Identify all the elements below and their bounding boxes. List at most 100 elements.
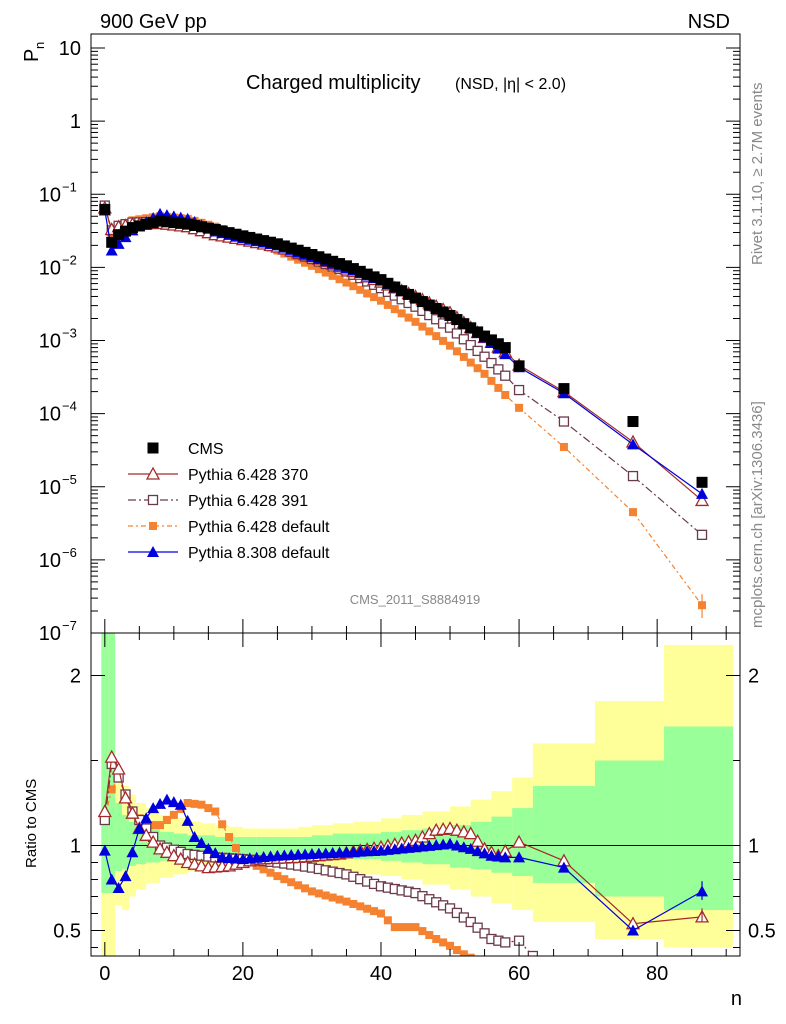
- ratio-point-p6def: [425, 931, 434, 940]
- y-tick-label: 1: [70, 111, 81, 133]
- point-cms: [230, 228, 242, 240]
- ratio-plot-area: [91, 633, 740, 956]
- point-p6def: [397, 309, 406, 318]
- ratio-point-p370: [111, 761, 126, 775]
- point-cms: [430, 303, 442, 315]
- legend-marker-p370: [145, 466, 161, 480]
- y-axis-label-sub: n: [32, 42, 47, 49]
- point-p6def: [301, 258, 310, 267]
- band-stat: [128, 821, 136, 866]
- point-p370: [694, 493, 710, 507]
- ratio-point-p6def: [390, 923, 399, 932]
- ratio-point-p6def: [397, 923, 406, 932]
- point-cms: [472, 326, 484, 338]
- ratio-point-p370: [463, 826, 478, 840]
- ratio-point-p6def: [452, 946, 461, 955]
- point-cms: [368, 271, 380, 283]
- point-cms: [202, 222, 214, 234]
- legend-label-p6def: Pythia 6.428 default: [188, 519, 330, 536]
- band-stat: [256, 837, 278, 856]
- point-cms: [375, 274, 387, 286]
- ratio-point-p6def: [418, 927, 427, 936]
- ratio-point-p6def: [280, 875, 289, 884]
- point-p8: [499, 348, 512, 360]
- ratio-point-p391: [465, 916, 476, 928]
- point-cms: [334, 258, 346, 270]
- rivet-label-group: Rivet 3.1.10, ≥ 2.7M events: [749, 83, 766, 266]
- point-p6def: [473, 364, 482, 373]
- ratio-point-p370: [125, 805, 140, 819]
- legend-label-cms: CMS: [188, 441, 224, 458]
- ratio-point-p6def: [107, 785, 116, 794]
- x-axis-label: n: [731, 988, 742, 1010]
- ratio-point-p6def: [432, 935, 441, 943]
- ratio-point-p370: [139, 827, 154, 841]
- point-cms: [216, 225, 228, 237]
- ratio-y-tick-label-right: 2: [748, 666, 759, 688]
- point-p6def: [307, 261, 316, 270]
- point-cms: [133, 220, 145, 232]
- header-right: NSD: [688, 11, 730, 33]
- point-cms: [161, 216, 173, 228]
- point-cms: [258, 235, 270, 247]
- ratio-point-p8: [457, 841, 470, 853]
- point-p6def: [459, 352, 468, 361]
- ratio-point-p391: [527, 950, 539, 956]
- point-cms: [403, 288, 415, 300]
- ratio-point-p8: [499, 851, 512, 863]
- ratio-point-p8: [202, 842, 215, 854]
- ratio-point-p6def: [383, 916, 392, 925]
- point-cms: [299, 246, 311, 258]
- ratio-point-p8: [133, 822, 146, 834]
- y-tick-exponent: −6: [62, 545, 77, 560]
- band-stat: [298, 837, 312, 856]
- point-cms: [416, 296, 428, 308]
- ratio-point-p6def: [231, 844, 240, 853]
- point-cms: [209, 223, 221, 235]
- ratio-point-p6def: [356, 902, 365, 911]
- ratio-point-p6def: [342, 897, 351, 906]
- ratio-point-p6def: [294, 881, 303, 890]
- y-tick-exponent: −2: [62, 252, 77, 267]
- ratio-point-p8: [154, 797, 167, 809]
- ratio-point-p8: [444, 837, 457, 849]
- y-axis-label-group: P n: [21, 42, 47, 62]
- y-tick-label: 10: [39, 404, 61, 426]
- ratio-point-p8: [209, 847, 222, 859]
- band-stat: [215, 837, 230, 856]
- y-axis-label: P: [21, 49, 43, 62]
- x-tick-label: 20: [232, 963, 254, 985]
- point-p6def: [480, 369, 489, 378]
- band-stat: [277, 837, 299, 856]
- point-cms: [499, 342, 511, 354]
- legend-marker-p8: [147, 546, 159, 557]
- point-cms: [558, 383, 570, 395]
- point-cms: [113, 229, 125, 241]
- y-tick-label: 10: [59, 38, 81, 60]
- legend-label-p370: Pythia 6.428 370: [188, 467, 308, 484]
- point-cms: [327, 255, 339, 267]
- y-tick-label: 10: [39, 331, 61, 353]
- point-p6def: [515, 403, 524, 412]
- ratio-point-p6def: [328, 893, 337, 902]
- band-stat: [115, 803, 123, 871]
- point-cms: [223, 227, 235, 239]
- band-stat: [242, 837, 257, 856]
- point-cms: [437, 306, 449, 318]
- ratio-point-p6def: [204, 804, 213, 813]
- point-p6def: [321, 268, 330, 277]
- point-p6def: [425, 327, 434, 336]
- point-p391: [486, 357, 497, 369]
- ratio-point-p391: [500, 937, 511, 948]
- ratio-point-p8: [160, 793, 173, 805]
- point-p6def: [294, 255, 303, 264]
- point-cms: [182, 218, 194, 230]
- point-cms: [99, 203, 111, 215]
- point-cms: [106, 236, 118, 248]
- point-cms: [313, 251, 325, 263]
- ratio-y-label-group: Ratio to CMS: [23, 779, 40, 868]
- ratio-point-p6def: [439, 938, 448, 947]
- point-p6def: [432, 332, 441, 341]
- ratio-point-p8: [471, 845, 484, 857]
